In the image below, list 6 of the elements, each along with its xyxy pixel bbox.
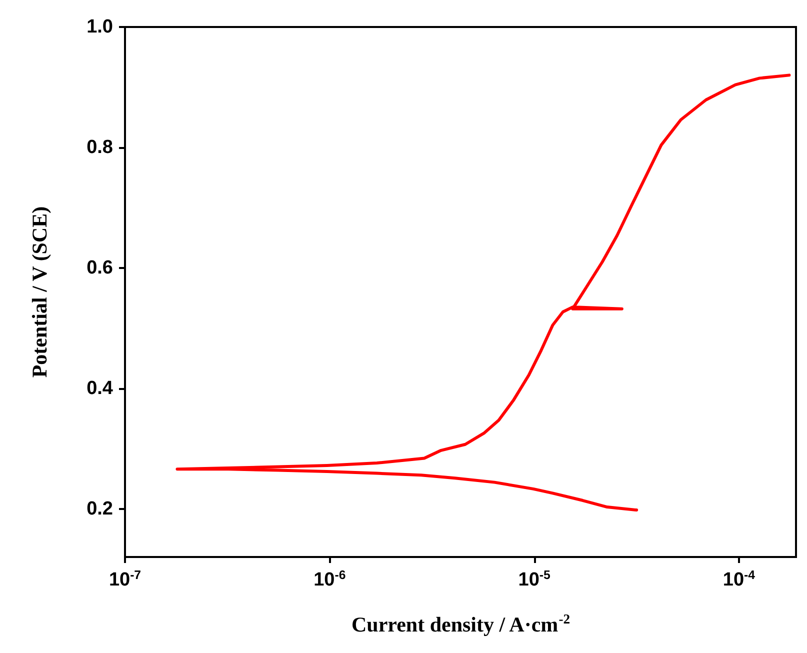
y-tick-label: 0.4 — [86, 378, 114, 399]
y-axis-title: Potential / V (SCE) — [28, 206, 52, 378]
y-tick-label: 0.6 — [86, 257, 113, 278]
y-tick-label: 0.2 — [86, 498, 113, 520]
y-tick-label: 0.8 — [86, 136, 113, 158]
y-tick-label: 1.0 — [86, 16, 113, 38]
